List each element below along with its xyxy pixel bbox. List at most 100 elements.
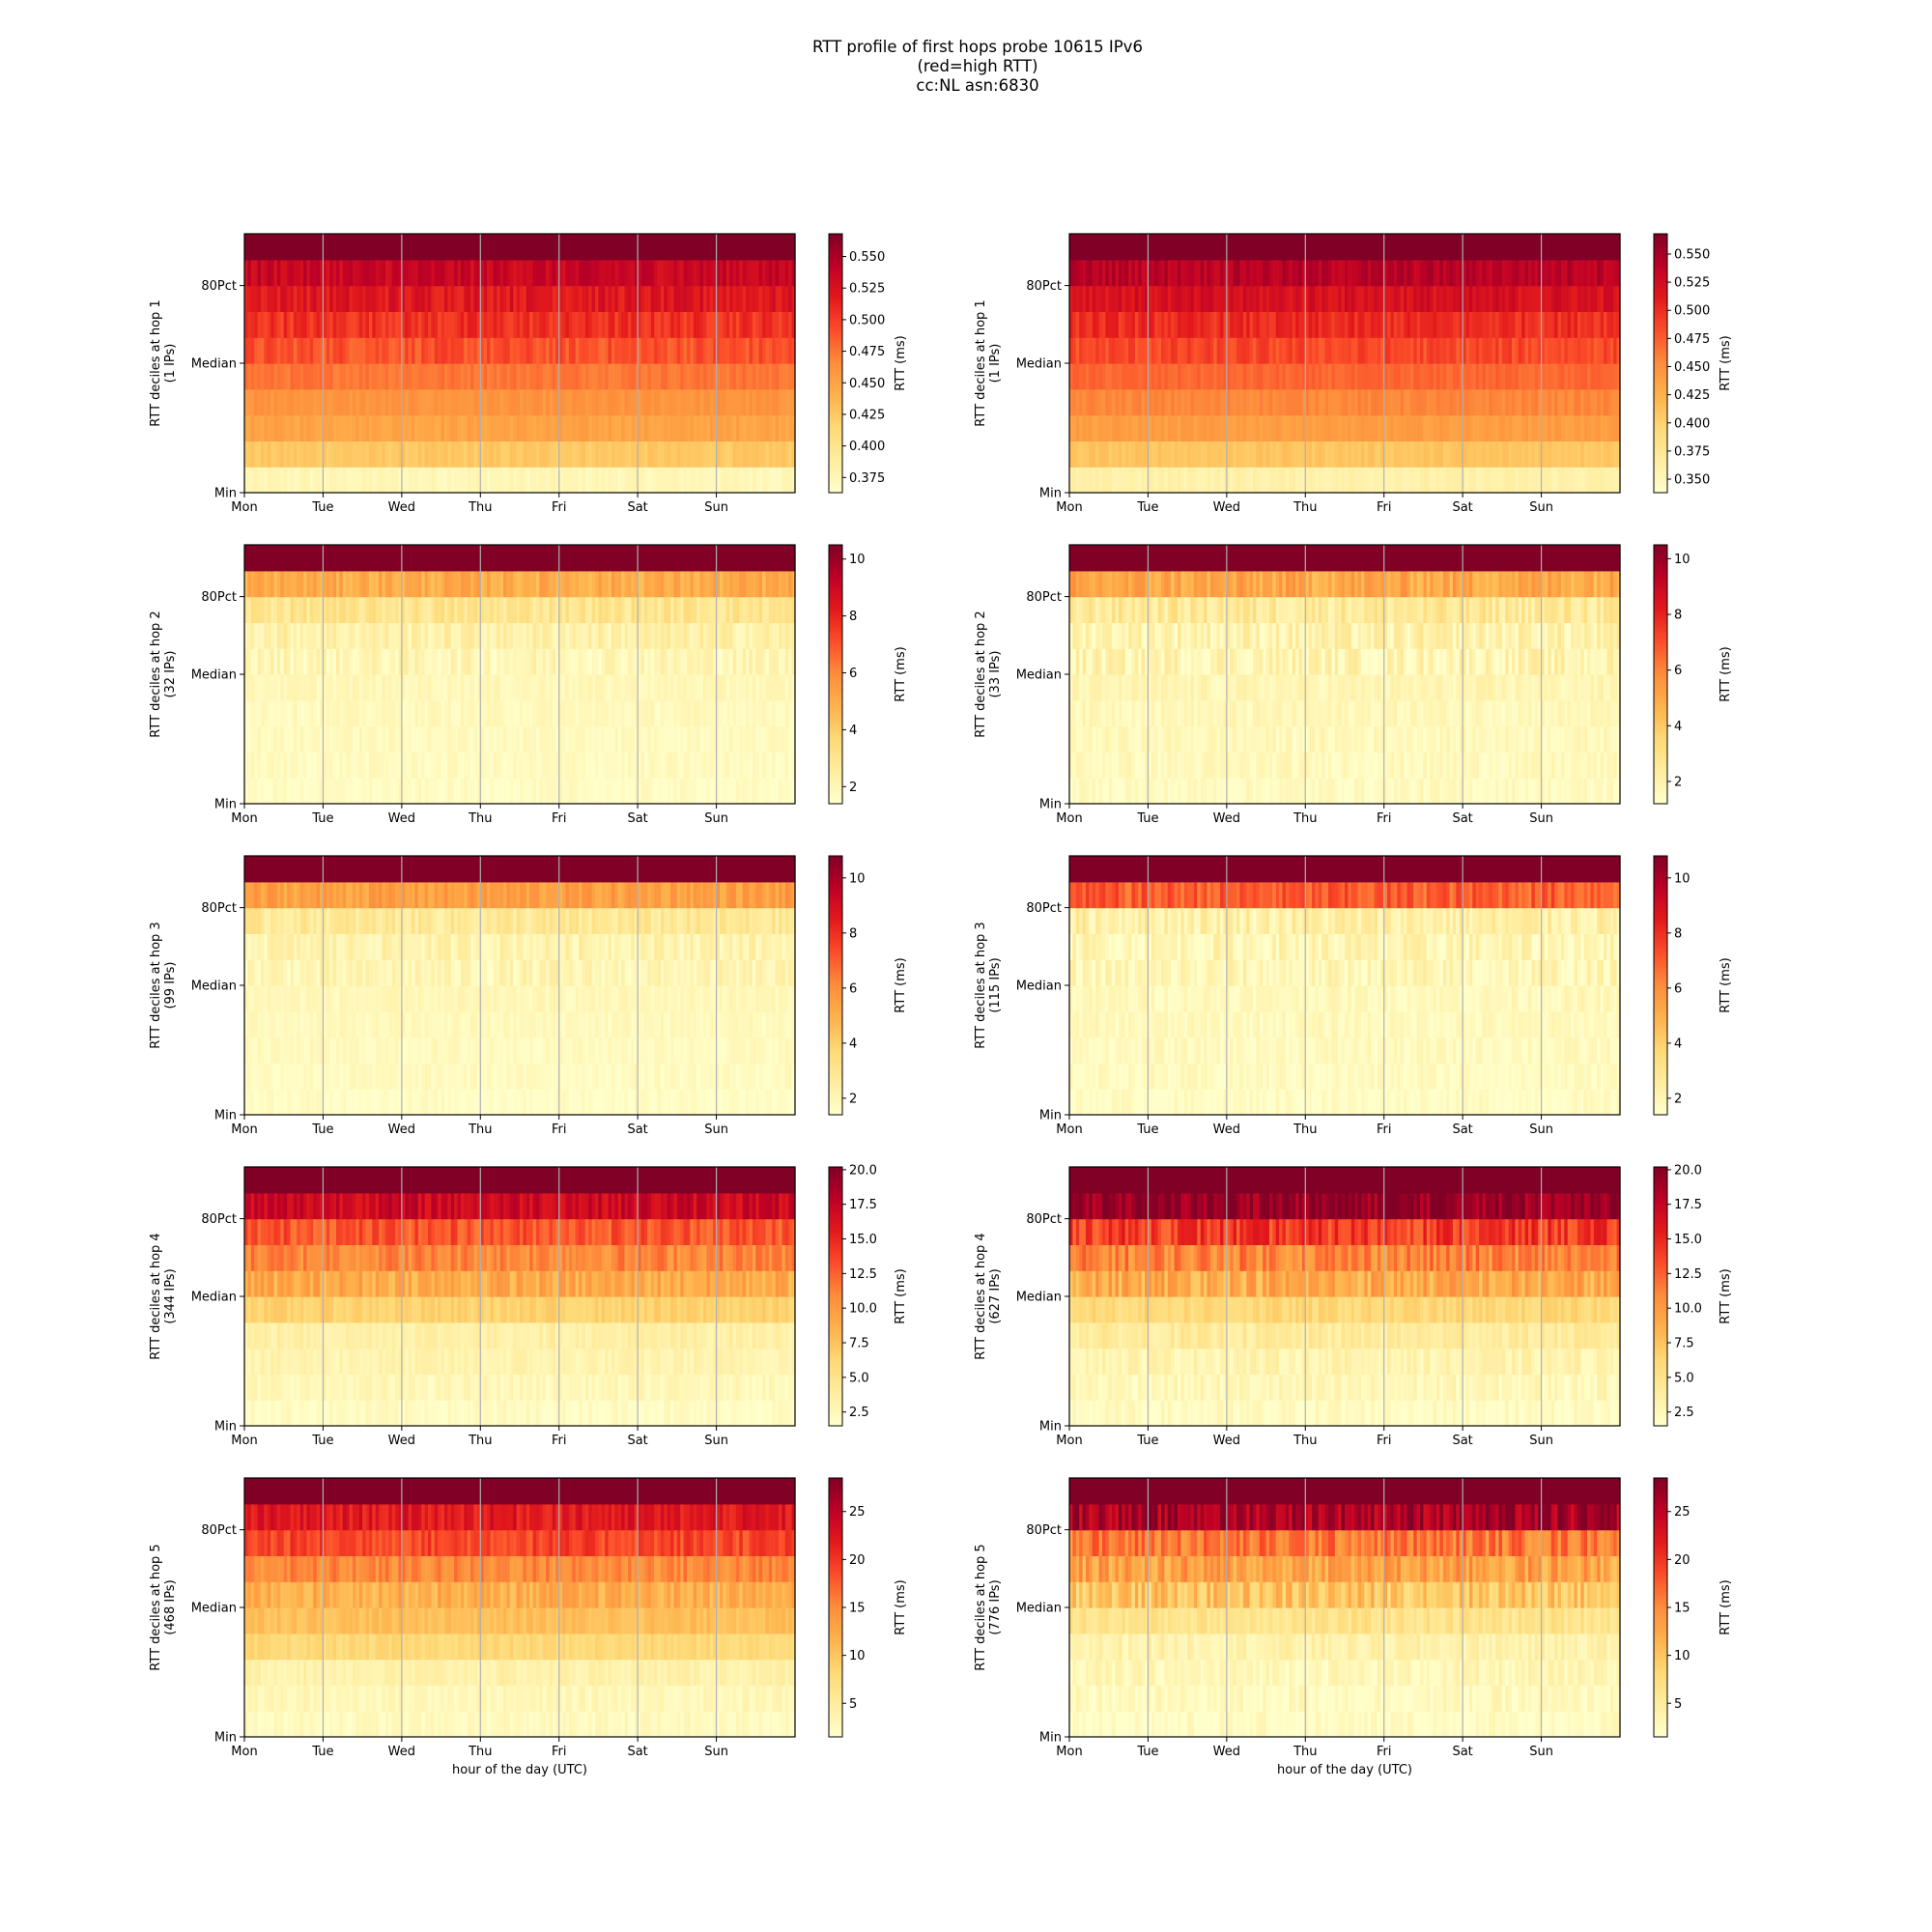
heatmap-cell [1171,337,1176,364]
heatmap-cell [299,363,304,390]
heatmap-cell [247,388,252,416]
heatmap-cell [417,311,422,338]
heatmap-cell [1079,414,1084,441]
heatmap-cell [499,699,504,727]
heatmap-cell [1420,337,1425,364]
heatmap-cell [254,363,259,390]
heatmap-cell [706,674,711,701]
heatmap-cell [1082,285,1087,312]
heatmap-cell [591,388,596,416]
heatmap-cell [326,388,330,416]
heatmap-cell [1413,337,1418,364]
heatmap-cell [683,596,688,623]
heatmap-cell [1433,285,1437,312]
heatmap-cell [1292,414,1296,441]
heatmap-cell [520,388,524,416]
heatmap-cell [365,285,370,312]
heatmap-cell [362,234,367,261]
heatmap-cell [440,337,445,364]
heatmap-cell [520,259,524,287]
heatmap-cell [683,725,688,753]
heatmap-cell [1420,414,1425,441]
heatmap-cell [627,648,632,675]
heatmap-cell [1115,234,1120,261]
heatmap-cell [1298,234,1303,261]
heatmap-cell [323,234,327,261]
heatmap-cell [709,285,714,312]
heatmap-cell [605,778,610,805]
heatmap-cell [309,440,314,468]
heatmap-cell [1459,234,1463,261]
heatmap-cell [542,467,547,494]
heatmap-cell [323,285,327,312]
heatmap-cell [355,311,360,338]
heatmap-cell [706,311,711,338]
heatmap-cell [529,440,534,468]
heatmap-cell [752,440,756,468]
heatmap-cell [683,388,688,416]
heatmap-cell [368,467,373,494]
heatmap-cell [1174,363,1179,390]
heatmap-cell [732,414,737,441]
heatmap-cell [1505,337,1510,364]
heatmap-cell [614,363,619,390]
heatmap-cell [1420,259,1425,287]
heatmap-cell [572,285,577,312]
heatmap-cell [1108,440,1113,468]
heatmap-cell [516,285,521,312]
heatmap-cell [526,440,530,468]
heatmap-cell [719,414,724,441]
heatmap-cell [464,363,469,390]
heatmap-cell [614,440,619,468]
heatmap-cell [588,440,593,468]
heatmap-cell [424,440,429,468]
heatmap-cell [732,259,737,287]
heatmap-cell [1301,259,1306,287]
heatmap-cell [1354,337,1359,364]
heatmap-cell [1397,234,1402,261]
heatmap-cell [1268,234,1273,261]
heatmap-cell [503,363,508,390]
heatmap-cell [1406,388,1411,416]
heatmap-cell [250,337,255,364]
heatmap-cell [1154,311,1159,338]
heatmap-cell [719,778,724,805]
heatmap-cell [329,414,334,441]
heatmap-cell [709,414,714,441]
heatmap-cell [1072,467,1077,494]
heatmap-cell [1098,259,1103,287]
heatmap-cell [443,570,448,598]
heatmap-cell [384,363,389,390]
heatmap-cell [526,285,530,312]
heatmap-cell [1518,337,1522,364]
heatmap-cell [1101,337,1106,364]
heatmap-cell [1364,337,1369,364]
heatmap-cell [493,363,497,390]
heatmap-cell [1124,440,1129,468]
heatmap-cell [405,337,410,364]
heatmap-cell [460,414,465,441]
heatmap-cell [1089,337,1094,364]
heatmap-cell [313,467,318,494]
heatmap-cell [447,311,452,338]
heatmap-cell [1167,311,1172,338]
heatmap-cell [332,234,337,261]
heatmap-cell [1433,467,1437,494]
heatmap-cell [1538,363,1543,390]
heatmap-cell [1531,467,1536,494]
heatmap-cell [1574,234,1578,261]
heatmap-cell [1374,337,1378,364]
heatmap-cell [329,467,334,494]
heatmap-cell [667,467,671,494]
heatmap-cell [1292,234,1296,261]
heatmap-cell [696,725,701,753]
heatmap-cell [1204,337,1208,364]
heatmap-cell [280,388,285,416]
heatmap-cell [601,311,606,338]
heatmap-cell [788,778,793,805]
heatmap-cell [1321,440,1326,468]
heatmap-cell [497,467,501,494]
heatmap-cell [742,674,747,701]
heatmap-cell [582,752,586,779]
